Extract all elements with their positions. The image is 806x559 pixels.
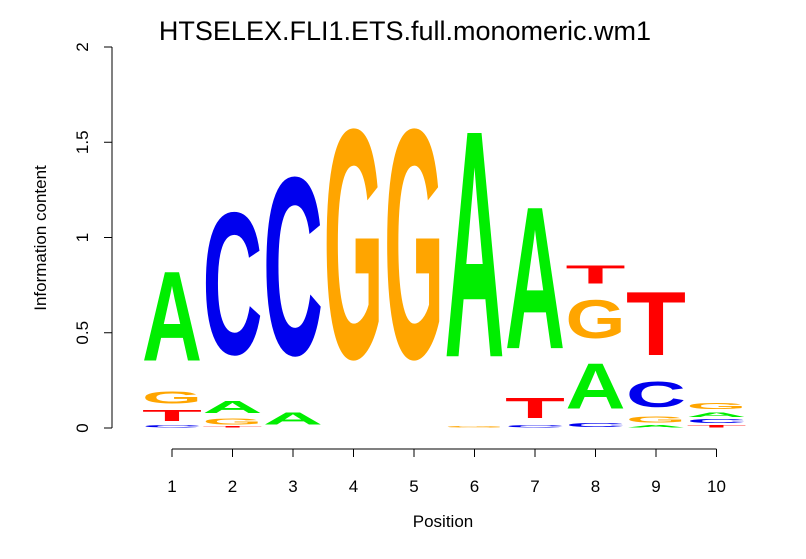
logo-letter-G: G [687,401,747,411]
logo-letter-glyph: T [687,424,747,428]
logo-letter-glyph: A [626,424,686,428]
y-tick-label: 2 [73,42,92,51]
logo-letter-glyph: G [687,401,747,411]
logo-letter-C: C [263,126,323,410]
x-axis-label: Position [413,512,473,531]
x-tick-label: 9 [651,477,660,496]
logo-letter-T: T [505,392,565,424]
logo-letter-glyph: C [687,419,747,425]
logo-letter-A: A [626,424,686,428]
logo-letter-glyph: C [566,422,626,428]
logo-letter-glyph: G [384,61,444,427]
logo-letter-A: A [687,411,747,419]
logo-letter-A: A [142,244,202,388]
x-tick-label: 4 [349,477,358,496]
y-axis-label: Information content [31,165,50,311]
x-tick-label: 3 [288,477,297,496]
logo-letter-T: T [687,424,747,428]
logo-letter-T: T [142,407,202,424]
logo-letter-glyph: T [566,261,626,290]
logo-letter-G: G [445,426,505,428]
logo-letter-glyph: T [626,274,686,376]
logo-letter-glyph: C [505,424,565,428]
logo-letter-G: G [142,388,202,407]
logo-letter-C: C [505,424,565,428]
logo-letter-T: T [566,261,626,290]
logo-letter-C: C [203,169,263,397]
logo-letter-glyph: G [203,416,263,426]
logo-letter-G: G [384,61,444,427]
logo-letter-glyph: A [566,350,626,422]
y-tick-label: 0 [73,423,92,432]
logo-letter-G: G [324,61,384,427]
logo-letter-T: T [203,426,263,428]
chart-title: HTSELEX.FLI1.ETS.full.monomeric.wm1 [159,16,651,46]
logo-letter-glyph: G [324,61,384,427]
logo-letter-glyph: C [142,424,202,428]
logo-letter-glyph: A [445,64,505,426]
logo-letter-A: A [203,398,263,417]
logo-letter-glyph: G [566,289,626,350]
logo-letter-C: C [687,419,747,425]
logo-letter-glyph: A [505,164,565,392]
x-tick-label: 2 [228,477,237,496]
logo-letter-glyph: G [142,388,202,407]
logo-letter-glyph: C [203,169,263,397]
logo-letter-glyph: C [626,374,686,414]
logo-letter-glyph: A [142,244,202,388]
y-tick-label: 0.5 [73,321,92,345]
x-tick-label: 10 [707,477,726,496]
y-tick-label: 1.5 [73,130,92,154]
logo-letter-T: T [626,274,686,376]
logo-letter-glyph: G [626,415,686,425]
logo-letter-A: A [445,64,505,426]
logo-letter-glyph: T [203,426,263,428]
logo-letter-glyph: T [505,392,565,424]
x-tick-label: 6 [470,477,479,496]
logo-letter-G: G [203,416,263,426]
logo-letter-glyph: A [203,398,263,417]
logo-letter-A: A [263,409,323,428]
y-tick-label: 1 [73,233,92,242]
logo-letter-G: G [626,415,686,425]
x-tick-label: 1 [167,477,176,496]
x-axis: 1 2 3 4 5 6 7 8 9 10 [167,448,726,496]
logo-letter-A: A [566,350,626,422]
logo-letter-glyph: G [445,426,505,428]
x-tick-label: 7 [530,477,539,496]
logo-letter-A: A [505,164,565,392]
x-tick-label: 5 [409,477,418,496]
logo-letter-C: C [626,374,686,414]
logo-letter-C: C [142,424,202,428]
logo-letter-C: C [566,422,626,428]
logo-letter-G: G [566,289,626,350]
logo-letter-glyph: A [263,409,323,428]
logo-letter-glyph: A [687,411,747,419]
logo-letter-glyph: T [142,407,202,424]
x-tick-label: 8 [591,477,600,496]
y-axis: 0 0.5 1 1.5 2 [73,42,113,433]
logo-letter-glyph: C [263,126,323,410]
